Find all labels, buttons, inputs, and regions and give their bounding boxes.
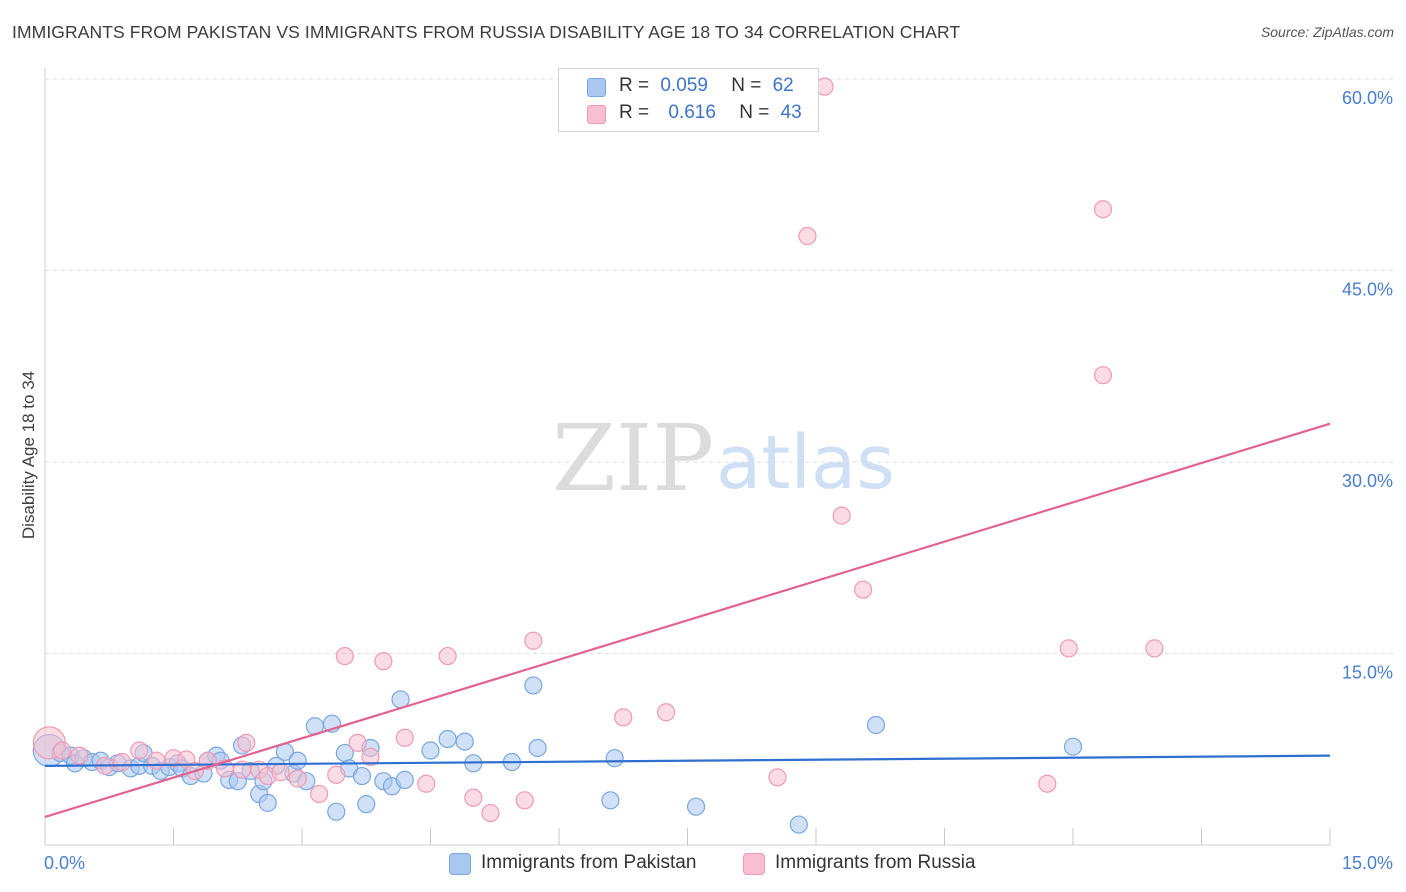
point-pakistan xyxy=(605,749,624,768)
point-russia xyxy=(524,631,543,650)
point-pakistan xyxy=(866,715,886,735)
point-russia xyxy=(854,580,873,599)
point-pakistan xyxy=(1063,737,1083,756)
point-pakistan xyxy=(352,766,372,786)
source-label: Source: ZipAtlas.com xyxy=(1260,24,1394,40)
trend-lines xyxy=(44,422,1331,818)
legend-r-label: R = xyxy=(619,75,650,96)
point-pakistan xyxy=(789,815,808,834)
point-russia xyxy=(1145,639,1164,658)
y-tick-label: 45.0% xyxy=(1342,280,1393,300)
point-russia xyxy=(327,765,346,784)
point-pakistan xyxy=(601,791,620,810)
correlation-legend: R = 0.059 N = 62 R = 0.616 N = 43 xyxy=(558,68,819,132)
point-pakistan xyxy=(357,795,376,814)
point-pakistan xyxy=(686,797,706,816)
legend-n-value-russia: 43 xyxy=(780,102,802,123)
point-pakistan xyxy=(455,732,474,751)
point-pakistan xyxy=(395,770,414,789)
point-russia xyxy=(1093,200,1113,219)
legend-r-label: R = xyxy=(619,102,650,123)
tick-labels: 15.0% 30.0% 45.0% 60.0% 0.0% 15.0% xyxy=(44,88,1393,873)
point-russia xyxy=(147,751,166,770)
point-pakistan xyxy=(288,751,307,770)
point-russia xyxy=(70,746,89,765)
y-axis-label: Disability Age 18 to 34 xyxy=(19,371,38,539)
y-tick-label: 30.0% xyxy=(1342,471,1393,491)
x-tick-label-min: 0.0% xyxy=(44,853,85,873)
point-pakistan xyxy=(327,802,346,821)
legend-swatch-pakistan xyxy=(587,78,606,97)
legend-n-value-pakistan: 62 xyxy=(772,75,794,96)
point-russia xyxy=(832,506,851,525)
point-russia xyxy=(515,791,534,810)
point-pakistan xyxy=(421,741,440,760)
trend-line-russia xyxy=(44,422,1331,818)
point-russia xyxy=(481,803,500,823)
point-russia xyxy=(130,741,149,760)
point-russia xyxy=(395,728,414,747)
point-russia xyxy=(335,646,354,666)
legend-n-label: N = xyxy=(739,102,770,123)
watermark-zip: ZIP xyxy=(552,405,714,512)
point-russia xyxy=(417,774,436,793)
bottom-legend-swatch-russia xyxy=(743,853,765,875)
y-tick-label: 60.0% xyxy=(1342,88,1393,108)
bottom-legend-swatch-pakistan xyxy=(449,853,471,875)
watermark-atlas: atlas xyxy=(716,420,895,506)
point-russia xyxy=(614,708,633,727)
point-pakistan xyxy=(438,729,457,749)
point-russia xyxy=(237,733,256,752)
bottom-legend-label-pakistan: Immigrants from Pakistan xyxy=(481,852,697,873)
legend-swatch-russia xyxy=(587,105,606,124)
point-russia xyxy=(438,646,457,666)
point-pakistan xyxy=(524,676,543,695)
y-tick-label: 15.0% xyxy=(1342,663,1393,683)
trend-line-pakistan xyxy=(44,754,1331,767)
point-russia xyxy=(310,784,329,804)
point-russia xyxy=(768,768,787,787)
point-russia xyxy=(374,652,393,671)
legend-n-label: N = xyxy=(731,75,762,96)
point-russia xyxy=(656,703,676,722)
point-russia xyxy=(464,788,483,807)
point-russia xyxy=(112,752,132,772)
bottom-legend-label-russia: Immigrants from Russia xyxy=(775,852,976,873)
point-russia xyxy=(348,733,367,752)
point-pakistan xyxy=(258,793,277,812)
axes xyxy=(44,68,1331,846)
point-russia xyxy=(1059,639,1078,658)
legend-r-value-pakistan: 0.059 xyxy=(660,75,708,96)
legend-r-value-russia: 0.616 xyxy=(668,102,716,123)
point-russia xyxy=(798,226,817,246)
point-pakistan xyxy=(528,738,547,758)
point-russia xyxy=(271,763,290,782)
series-russia-points xyxy=(32,77,1164,823)
watermark: ZIP atlas xyxy=(552,405,895,512)
grid-lines xyxy=(45,78,1394,654)
x-tick-label-max: 15.0% xyxy=(1342,853,1393,873)
point-russia xyxy=(53,741,72,760)
point-russia xyxy=(1038,774,1057,793)
chart-title: IMMIGRANTS FROM PAKISTAN VS IMMIGRANTS F… xyxy=(12,22,961,42)
point-russia xyxy=(1093,366,1113,385)
point-russia xyxy=(288,769,307,788)
point-russia xyxy=(361,747,380,767)
